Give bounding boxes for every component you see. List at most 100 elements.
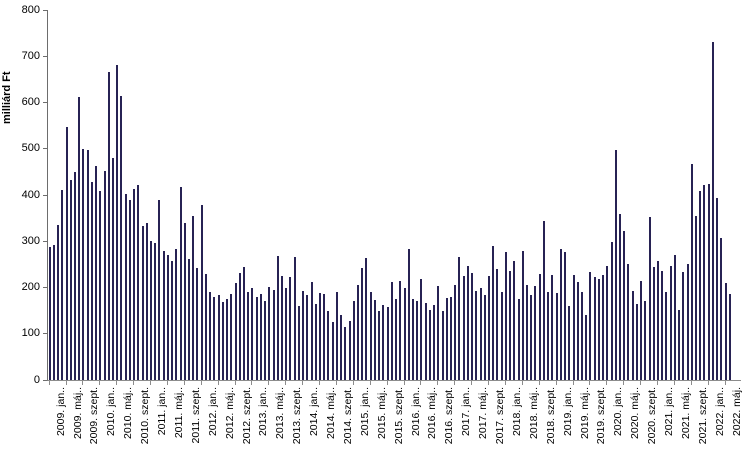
y-axis-tick <box>43 102 47 103</box>
bar <box>133 189 136 380</box>
bar <box>179 187 182 380</box>
bar <box>492 245 495 380</box>
bar <box>196 268 199 380</box>
bar <box>226 299 229 380</box>
bar <box>648 217 651 380</box>
bar <box>217 294 220 380</box>
x-axis-tick <box>150 381 151 385</box>
bar <box>128 199 131 380</box>
bar <box>95 166 98 380</box>
bar <box>344 326 347 380</box>
bar <box>610 242 613 380</box>
bar <box>175 249 178 380</box>
bar <box>661 271 664 380</box>
bar <box>107 72 110 380</box>
x-tick-label: 2009. szept. <box>88 387 101 445</box>
x-axis-tick <box>352 381 354 385</box>
bar <box>280 275 283 380</box>
bar <box>86 150 89 380</box>
bar <box>319 293 321 380</box>
bar <box>331 322 334 380</box>
x-axis-tick <box>82 381 84 385</box>
y-axis-tick <box>43 240 47 242</box>
x-axis-tick <box>724 381 726 385</box>
x-axis-tick <box>319 381 320 385</box>
y-tick-label: 700 <box>21 49 40 62</box>
bar <box>407 249 410 380</box>
bar <box>504 252 507 380</box>
bar <box>52 244 55 380</box>
x-axis-tick <box>538 381 540 385</box>
y-axis-tick <box>43 287 47 288</box>
bar <box>572 274 575 380</box>
bar <box>673 254 676 380</box>
bar <box>162 250 165 380</box>
bar <box>365 257 368 380</box>
bar <box>686 263 689 380</box>
bar <box>111 158 114 380</box>
x-tick-label: 2009. jan.. <box>54 387 67 437</box>
x-axis-tick <box>488 381 489 385</box>
bar <box>682 272 685 380</box>
x-tick-label: 2012. jan.. <box>206 387 219 437</box>
bar <box>695 216 698 380</box>
bar <box>454 285 457 380</box>
bar <box>255 296 258 380</box>
bar <box>297 306 300 380</box>
x-tick-label: 2012. máj.. <box>223 387 236 439</box>
y-tick-label: 200 <box>21 281 40 293</box>
x-axis-tick <box>200 381 202 385</box>
bar <box>48 246 51 380</box>
y-axis-tick <box>43 55 47 57</box>
bar <box>420 279 423 380</box>
bar <box>517 299 520 380</box>
bar <box>445 298 448 380</box>
x-axis-tick <box>99 381 101 385</box>
bar <box>707 184 710 380</box>
bar <box>150 241 152 380</box>
bar <box>141 225 144 380</box>
x-tick-label: 2013. jan.. <box>257 387 270 437</box>
bar <box>188 258 191 380</box>
x-tick-label: 2013. szept. <box>291 387 304 445</box>
bar <box>509 271 512 380</box>
bar <box>475 290 478 380</box>
x-axis-tick <box>217 381 219 385</box>
bar <box>551 274 554 380</box>
bar <box>618 213 621 380</box>
bar <box>690 164 693 380</box>
bar <box>555 293 558 380</box>
y-tick-label: 300 <box>21 234 40 247</box>
bar <box>437 285 440 380</box>
bar <box>390 281 393 380</box>
x-tick-label: 2020. szept. <box>646 387 659 445</box>
bar <box>678 309 681 380</box>
x-tick-label: 2019. máj.. <box>578 387 591 439</box>
y-tick-label: 800 <box>21 3 40 16</box>
bar <box>209 292 212 380</box>
bar <box>411 299 414 380</box>
x-tick-label: 2017. jan.. <box>460 387 473 437</box>
bar <box>293 257 296 380</box>
x-tick-label: 2016. szept. <box>443 387 456 445</box>
x-tick-label: 2014. jan.. <box>308 387 321 437</box>
bar <box>302 291 305 380</box>
y-axis-tick <box>43 148 47 150</box>
x-axis-tick <box>471 381 473 385</box>
bar <box>724 283 727 380</box>
x-tick-label: 2017. szept. <box>494 387 506 445</box>
bar <box>264 301 267 380</box>
bar <box>251 287 254 380</box>
bar <box>99 191 102 380</box>
bar <box>479 287 482 380</box>
bar <box>542 220 545 380</box>
bar <box>137 184 140 380</box>
bar <box>433 304 436 380</box>
x-tick-label: 2011. máj.. <box>172 387 185 439</box>
y-axis-tick <box>43 333 47 335</box>
x-tick-label: 2016. jan.. <box>409 387 422 437</box>
bar <box>247 292 250 380</box>
bar <box>340 315 343 380</box>
x-axis-tick <box>403 381 405 385</box>
bar <box>496 269 499 380</box>
